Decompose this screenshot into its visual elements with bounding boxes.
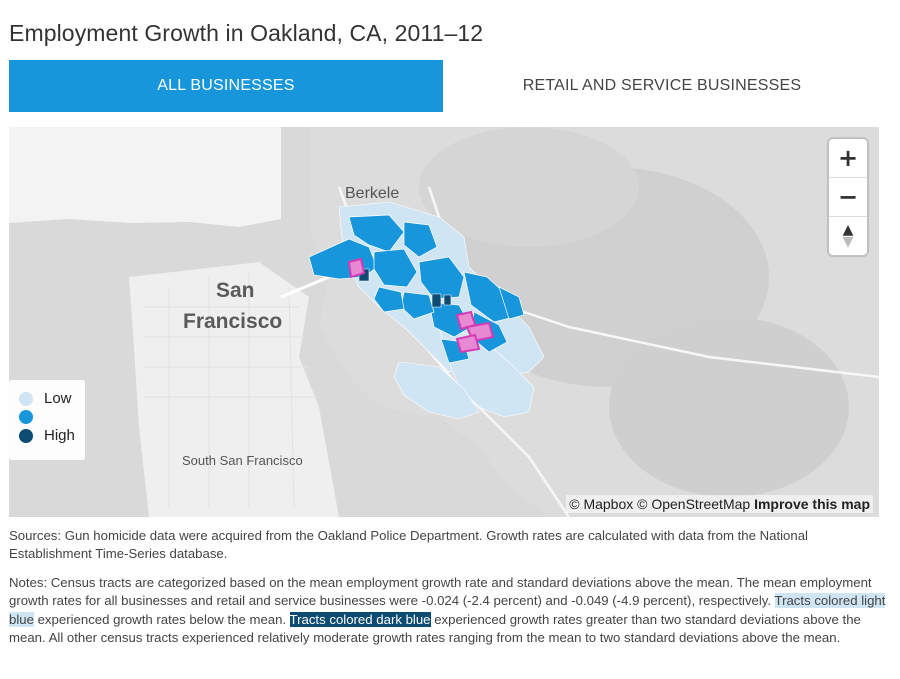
legend-item-medium [19,410,33,424]
legend-item-low: Low [19,390,72,407]
compass-north-icon: ▲ [842,222,854,238]
zoom-in-button[interactable]: + [829,139,867,178]
map-panel[interactable]: Berkele San Francisco South San Francisc… [9,127,879,517]
notes-text-part2: experienced growth rates below the mean. [33,611,290,627]
osm-attribution-link[interactable]: © OpenStreetMap [637,496,751,512]
mapbox-attribution-link[interactable]: © Mapbox [569,496,634,512]
map-attribution: © Mapbox © OpenStreetMap Improve this ma… [566,495,873,513]
legend-label-low: Low [44,390,72,407]
legend-label-high: High [44,427,75,444]
page-title: Employment Growth in Oakland, CA, 2011–1… [9,20,484,46]
legend-item-high: High [19,427,75,444]
map-label-san-francisco-line2: Francisco [183,310,283,333]
notes-dark-blue-highlight: Tracts colored dark blue [289,611,431,627]
sf-peninsula-land [129,262,339,517]
hills-shade-north [419,127,639,247]
tab-retail-service-businesses[interactable]: RETAIL AND SERVICE BUSINESSES [445,60,879,112]
hills-shade-south [609,317,849,497]
bay-bridge [280,275,330,299]
map-legend: Low High [9,380,85,460]
map-label-south-sf: South San Francisco [182,453,303,468]
tab-all-businesses[interactable]: ALL BUSINESSES [9,60,443,112]
zoom-out-button[interactable]: − [829,178,867,217]
methodology-notes: Notes: Census tracts are categorized bas… [9,574,889,648]
marin-land [9,127,281,227]
notes-text-part3: experienced growth rates greater than tw… [9,611,861,646]
map-label-san-francisco-line1: San [216,279,255,302]
zoom-control: + − ▲ ▼ [829,139,867,255]
notes-text-part1: Notes: Census tracts are categorized bas… [9,575,872,609]
legend-swatch-medium [19,410,33,424]
compass-button[interactable]: ▲ ▼ [829,217,867,255]
sf-street-grid [144,272,319,508]
improve-map-link[interactable]: Improve this map [754,496,870,512]
highlighted-tracts [347,257,495,354]
legend-swatch-low [19,391,33,406]
map-canvas[interactable] [9,127,879,517]
compass-south-icon: ▼ [842,234,854,250]
map-label-berkeley: Berkele [345,185,400,202]
legend-swatch-high [19,428,33,443]
sources-note: Sources: Gun homicide data were acquired… [9,528,808,561]
business-type-tabs: ALL BUSINESSES RETAIL AND SERVICE BUSINE… [9,60,879,112]
